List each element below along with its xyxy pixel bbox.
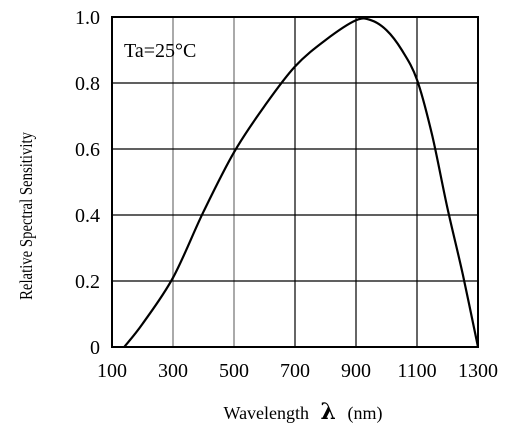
plot-frame xyxy=(111,16,479,348)
y-tick-label: 0.6 xyxy=(75,139,100,161)
grid-lines xyxy=(112,17,478,347)
x-axis-title-unit: (nm) xyxy=(347,403,382,424)
x-tick-label: 100 xyxy=(97,360,127,382)
y-tick-label: 1.0 xyxy=(75,7,100,29)
x-axis-title-symbol: λ xyxy=(321,399,336,425)
x-axis-title: Wavelength λ (nm) xyxy=(224,399,383,425)
tick-labels: 100 300 500 700 900 1100 1300 0 0.2 0.4 0.6 0.8 1.0 xyxy=(75,7,498,382)
temperature-annotation: Ta=25°C xyxy=(124,40,196,62)
x-tick-label: 300 xyxy=(158,360,188,382)
y-tick-label: 0.4 xyxy=(75,205,100,227)
sensitivity-curve xyxy=(123,17,480,348)
x-tick-label: 1100 xyxy=(397,360,436,382)
x-tick-label: 500 xyxy=(219,360,249,382)
y-axis-title: Relative Spectral Sensitivity xyxy=(16,131,37,300)
x-axis-title-label: Wavelength xyxy=(224,403,310,423)
x-tick-label: 1300 xyxy=(458,360,498,382)
x-tick-label: 700 xyxy=(280,360,310,382)
y-tick-label: 0 xyxy=(90,337,100,359)
x-tick-label: 900 xyxy=(341,360,371,382)
y-tick-label: 0.2 xyxy=(75,271,100,293)
y-tick-label: 0.8 xyxy=(75,73,100,95)
